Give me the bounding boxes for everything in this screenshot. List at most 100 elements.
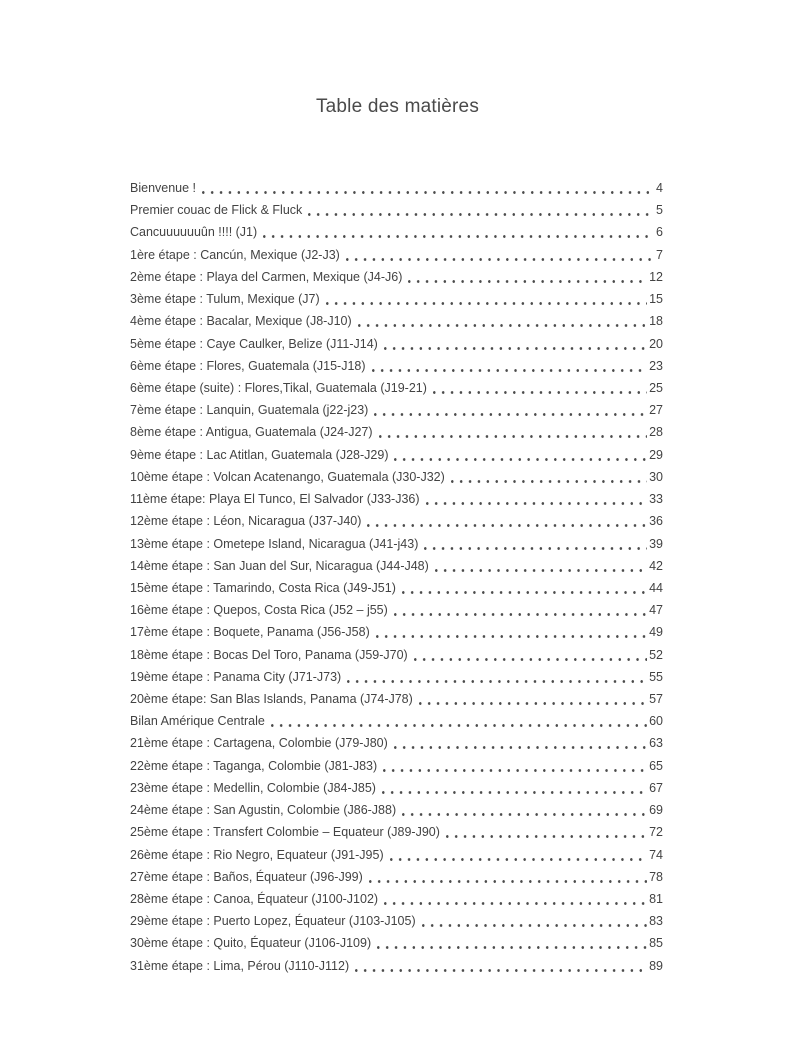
toc-entry[interactable]: 3ème étape : Tulum, Mexique (J7) 15	[130, 288, 663, 311]
toc-entry[interactable]: 21ème étape : Cartagena, Colombie (J79-J…	[130, 732, 663, 755]
leader-dots	[345, 243, 655, 266]
toc-entry[interactable]: 19ème étape : Panama City (J71-J73) 55	[130, 665, 663, 689]
toc-entry-page: 12	[649, 269, 663, 284]
toc-entry[interactable]: 14ème étape : San Juan del Sur, Nicaragu…	[130, 554, 663, 577]
toc-entry-page: 89	[649, 958, 663, 973]
leader-dots	[263, 221, 655, 244]
toc-entry[interactable]: 30ème étape : Quito, Équateur (J106-J109…	[130, 932, 663, 955]
toc-entry[interactable]: 7ème étape : Lanquin, Guatemala (j22-j23…	[130, 399, 663, 422]
toc-entry[interactable]: Premier couac de Flick & Fluck 5	[130, 199, 663, 222]
toc-entry-page: 30	[649, 469, 663, 484]
toc-entry[interactable]: 2ème étape : Playa del Carmen, Mexique (…	[130, 265, 663, 289]
toc-entry-page: 81	[649, 892, 663, 906]
toc-entry[interactable]: 17ème étape : Boquete, Panama (J56-J58) 4…	[130, 621, 663, 644]
toc-entry-label: Premier couac de Flick & Fluck	[130, 203, 303, 218]
toc-entry-page: 20	[649, 336, 663, 351]
toc-entry[interactable]: 10ème étape : Volcan Acatenango, Guatema…	[130, 465, 663, 489]
toc-entry-page: 18	[649, 314, 663, 329]
toc-entry[interactable]: 13ème étape : Ometepe Island, Nicaragua …	[130, 532, 663, 555]
leader-dots	[393, 732, 648, 755]
toc-entry[interactable]: 1ère étape : Cancún, Mexique (J2-J3) 7	[130, 243, 663, 266]
toc-entry-label: 2ème étape : Playa del Carmen, Mexique (…	[130, 269, 403, 284]
toc-list: Bienvenue ! 4 Premier couac de Flick & Flu…	[130, 177, 663, 977]
toc-entry-label: 17ème étape : Boquete, Panama (J56-J58)	[130, 625, 370, 640]
toc-entry[interactable]: 25ème étape : Transfert Colombie – Equat…	[130, 821, 663, 844]
toc-entry-label: 6ème étape (suite) : Flores,Tikal, Guate…	[130, 380, 427, 395]
toc-entry[interactable]: 12ème étape : Léon, Nicaragua (J37-J40) 3…	[130, 510, 663, 533]
toc-entry-label: 26ème étape : Rio Negro, Equateur (J91-J…	[130, 847, 384, 862]
toc-entry-page: 39	[649, 536, 663, 551]
toc-entry[interactable]: Bilan Amérique Centrale 60	[130, 710, 663, 733]
leader-dots	[270, 710, 648, 733]
toc-entry[interactable]: 9ème étape : Lac Atitlan, Guatemala (J28…	[130, 443, 663, 466]
page-title: Table des matières	[315, 96, 480, 117]
leader-dots	[408, 265, 648, 289]
toc-entry-page: 28	[649, 425, 663, 440]
toc-entry[interactable]: 24ème étape : San Agustin, Colombie (J86…	[130, 799, 663, 822]
toc-entry-page: 65	[649, 758, 663, 773]
toc-entry-page: 5	[656, 203, 663, 218]
toc-entry-label: Bilan Amérique Centrale	[130, 714, 265, 729]
toc-entry[interactable]: 23ème étape : Medellin, Colombie (J84-J8…	[130, 776, 663, 800]
toc-entry-label: 19ème étape : Panama City (J71-J73)	[130, 669, 342, 684]
toc-entry[interactable]: 6ème étape (suite) : Flores,Tikal, Guate…	[130, 376, 663, 400]
leader-dots	[421, 910, 648, 933]
toc-entry[interactable]: 27ème étape : Baños, Équateur (J96-J99) 7…	[130, 865, 663, 888]
toc-entry-label: 21ème étape : Cartagena, Colombie (J79-J…	[130, 736, 388, 751]
toc-entry-label: 24ème étape : San Agustin, Colombie (J86…	[130, 803, 397, 818]
leader-dots	[389, 843, 648, 866]
toc-entry[interactable]: 29ème étape : Puerto Lopez, Équateur (J1…	[130, 910, 663, 933]
toc-entry-page: 4	[656, 181, 663, 195]
toc-entry[interactable]: 16ème étape : Quepos, Costa Rica (J52 – …	[130, 599, 663, 622]
toc-entry[interactable]: Cancuuuuuuûn !!!! (J1) 6	[130, 221, 663, 244]
toc-entry-label: 30ème étape : Quito, Équateur (J106-J109…	[130, 936, 372, 951]
toc-entry[interactable]: 4ème étape : Bacalar, Mexique (J8-J10) 18	[130, 310, 663, 333]
toc-entry-page: 44	[649, 580, 663, 595]
toc-entry-label: Bienvenue !	[130, 181, 197, 195]
toc-entry[interactable]: 26ème étape : Rio Negro, Equateur (J91-J…	[130, 843, 663, 866]
toc-entry[interactable]: 11ème étape: Playa El Tunco, El Salvador…	[130, 488, 663, 511]
leader-dots	[432, 376, 648, 400]
toc-entry-label: 4ème étape : Bacalar, Mexique (J8-J10)	[130, 314, 352, 329]
toc-entry[interactable]: 31ème étape : Lima, Pérou (J110-J112) 89	[130, 954, 663, 977]
leader-dots	[325, 288, 648, 311]
toc-entry-page: 27	[649, 403, 663, 418]
toc-entry-page: 72	[649, 825, 663, 840]
toc-entry-page: 55	[649, 669, 663, 684]
toc-entry-label: 22ème étape : Taganga, Colombie (J81-J83…	[130, 758, 378, 773]
leader-dots	[377, 932, 648, 955]
toc-entry[interactable]: Bienvenue ! 4	[130, 177, 663, 200]
toc-entry-label: 12ème étape : Léon, Nicaragua (J37-J40)	[130, 514, 362, 529]
leader-dots	[413, 643, 648, 666]
toc-entry[interactable]: 5ème étape : Caye Caulker, Belize (J11-J…	[130, 332, 663, 355]
toc-entry-page: 6	[656, 225, 663, 240]
toc-entry-label: 25ème étape : Transfert Colombie – Equat…	[130, 825, 440, 840]
leader-dots	[393, 599, 648, 622]
leader-dots	[367, 510, 648, 533]
toc-entry-page: 29	[649, 447, 663, 462]
toc-entry-label: 29ème étape : Puerto Lopez, Équateur (J1…	[130, 914, 416, 929]
toc-entry-label: 8ème étape : Antigua, Guatemala (J24-J27…	[130, 425, 373, 440]
toc-entry[interactable]: 20ème étape: San Blas Islands, Panama (J…	[130, 688, 663, 711]
toc-entry-label: 31ème étape : Lima, Pérou (J110-J112)	[130, 958, 350, 973]
toc-entry-label: 13ème étape : Ometepe Island, Nicaragua …	[130, 536, 419, 551]
toc-entry[interactable]: 22ème étape : Taganga, Colombie (J81-J83…	[130, 754, 663, 777]
toc-entry-page: 47	[649, 603, 663, 618]
toc-entry-label: 9ème étape : Lac Atitlan, Guatemala (J28…	[130, 447, 389, 462]
toc-entry[interactable]: 28ème étape : Canoa, Équateur (J100-J102…	[130, 888, 663, 911]
toc-entry[interactable]: 8ème étape : Antigua, Guatemala (J24-J27…	[130, 421, 663, 444]
toc-entry-page: 7	[656, 247, 663, 262]
toc-entry-page: 49	[649, 625, 663, 640]
leader-dots	[394, 443, 648, 466]
toc-entry-page: 69	[649, 803, 663, 818]
leader-dots	[202, 177, 655, 200]
toc-entry-label: 5ème étape : Caye Caulker, Belize (J11-J…	[130, 336, 378, 351]
toc-entry-label: Cancuuuuuuûn !!!! (J1)	[130, 225, 258, 240]
leader-dots	[381, 776, 648, 800]
toc-entry-page: 60	[649, 714, 663, 729]
toc-entry[interactable]: 18ème étape : Bocas Del Toro, Panama (J5…	[130, 643, 663, 666]
toc-entry[interactable]: 15ème étape : Tamarindo, Costa Rica (J49…	[130, 576, 663, 600]
toc-entry[interactable]: 6ème étape : Flores, Guatemala (J15-J18)…	[130, 354, 663, 377]
leader-dots	[308, 199, 655, 222]
